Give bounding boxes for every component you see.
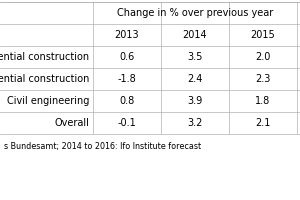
Text: 0.8: 0.8 [119,96,135,106]
Text: Civil engineering: Civil engineering [7,96,89,106]
Text: 2013: 2013 [115,30,139,40]
Text: Change in % over previous year: Change in % over previous year [117,8,273,18]
Text: 2015: 2015 [250,30,275,40]
Text: 3.9: 3.9 [188,96,202,106]
Text: 3.5: 3.5 [187,52,203,62]
Text: Overall: Overall [54,118,89,128]
Text: Residential construction: Residential construction [0,52,89,62]
Text: 1.8: 1.8 [255,96,271,106]
Text: 3.2: 3.2 [187,118,203,128]
Text: 0.6: 0.6 [119,52,135,62]
Text: 2.3: 2.3 [255,74,271,84]
Text: 2.0: 2.0 [255,52,271,62]
Text: 2.1: 2.1 [255,118,271,128]
Text: -1.8: -1.8 [118,74,136,84]
Text: 2014: 2014 [183,30,207,40]
Text: s Bundesamt; 2014 to 2016: Ifo Institute forecast: s Bundesamt; 2014 to 2016: Ifo Institute… [4,142,201,150]
Text: -0.1: -0.1 [118,118,136,128]
Text: 2.4: 2.4 [187,74,203,84]
Text: Non-residential construction: Non-residential construction [0,74,89,84]
